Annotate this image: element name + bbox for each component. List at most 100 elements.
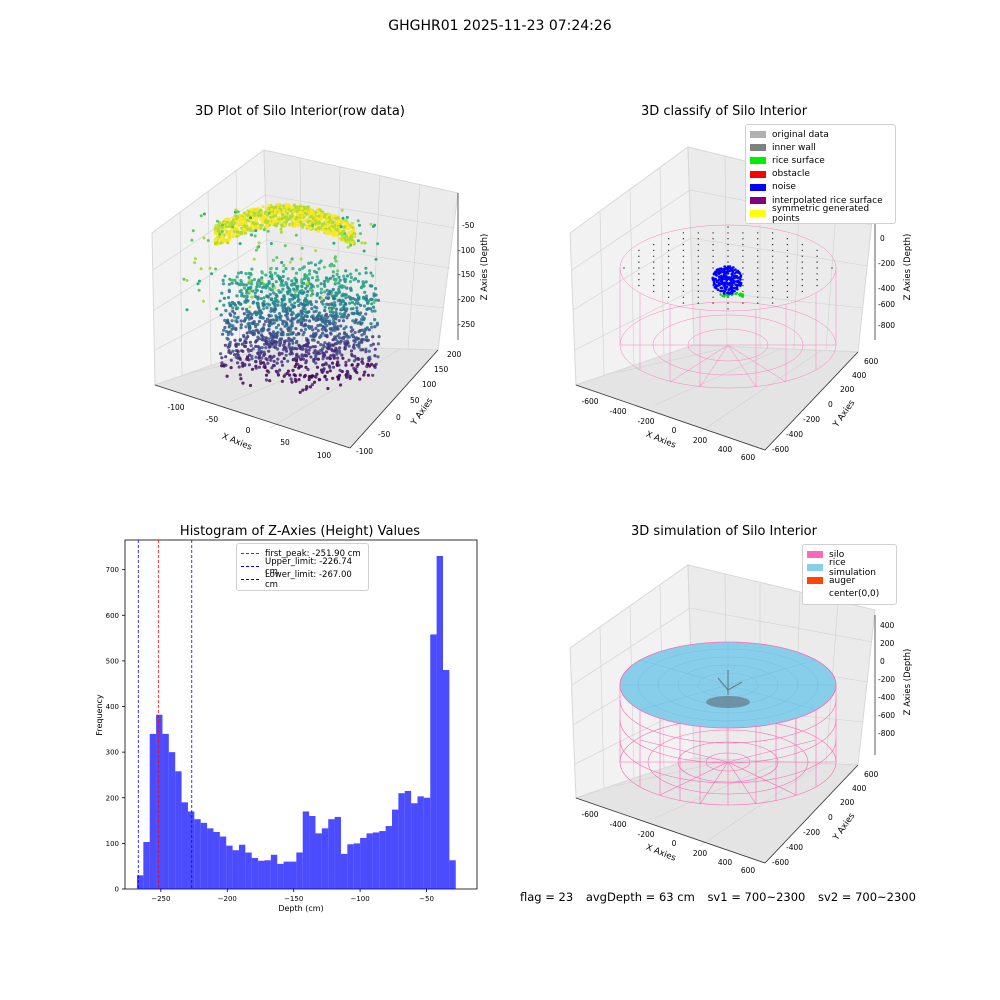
raw-point	[311, 223, 315, 227]
raw-point	[314, 326, 318, 330]
raw-point	[283, 339, 287, 343]
raw-point	[259, 208, 263, 212]
interpolated-point	[697, 284, 699, 287]
raw-point	[359, 303, 363, 307]
interpolated-point	[712, 243, 714, 246]
raw-point	[216, 229, 220, 233]
raw-point	[314, 309, 318, 313]
raw-point	[223, 318, 227, 322]
raw-point	[304, 350, 308, 354]
raw-point	[262, 228, 266, 232]
raw-point	[251, 347, 255, 351]
raw-point	[328, 365, 332, 369]
raw-point	[323, 212, 327, 217]
raw-point	[282, 298, 286, 302]
raw-point	[323, 290, 327, 294]
raw-point	[258, 284, 262, 288]
histogram-bar	[238, 844, 246, 889]
raw-point	[374, 298, 378, 302]
raw-point	[349, 325, 353, 329]
raw-point	[247, 363, 251, 367]
raw-point	[300, 246, 304, 250]
raw-point	[258, 359, 263, 363]
raw-point	[324, 350, 328, 354]
interpolated-point	[682, 302, 685, 304]
raw-point	[337, 281, 341, 285]
interpolated-point	[757, 261, 759, 263]
raw-point	[223, 325, 227, 330]
raw-point	[304, 318, 308, 322]
raw-point	[288, 260, 292, 264]
raw-3d-points	[182, 202, 381, 394]
raw-point	[344, 343, 348, 347]
raw-point	[290, 214, 294, 218]
raw-point	[229, 366, 233, 370]
legend-swatch	[241, 566, 259, 568]
raw-point	[240, 349, 244, 353]
histogram-bar	[289, 861, 297, 889]
raw-point	[255, 216, 259, 220]
raw-point	[301, 357, 306, 361]
raw-point	[328, 321, 332, 325]
raw-point	[215, 241, 219, 245]
interpolated-point	[757, 243, 759, 246]
simulation-x-tick: -400	[609, 820, 626, 829]
raw-point	[267, 345, 271, 349]
raw-point	[356, 279, 360, 283]
noise-point	[720, 289, 724, 293]
raw-point	[244, 325, 248, 329]
raw-point	[355, 306, 359, 310]
histogram-bar	[200, 822, 208, 889]
raw-point	[285, 333, 289, 337]
raw-point	[269, 213, 273, 217]
interpolated-point	[653, 243, 655, 246]
raw-point	[337, 288, 341, 292]
raw-point	[346, 372, 350, 376]
raw-point	[256, 335, 260, 339]
raw-point	[369, 343, 373, 347]
raw-point	[333, 301, 337, 305]
raw-point	[323, 224, 327, 229]
interpolated-point	[682, 249, 685, 252]
histogram-bar	[143, 842, 150, 889]
raw-point	[342, 327, 346, 331]
raw-point	[202, 236, 206, 240]
raw-point	[260, 279, 264, 283]
raw-point	[371, 335, 375, 339]
raw-point	[254, 324, 258, 329]
raw-point	[256, 351, 260, 355]
raw-point	[299, 220, 303, 224]
raw-point	[254, 360, 258, 364]
noise-point	[731, 289, 734, 292]
raw-point	[283, 324, 287, 328]
raw-point	[284, 349, 289, 353]
noise-point	[712, 281, 716, 284]
simulation-x-ticks: -600 -400 -200 0 200 400 600	[581, 810, 755, 875]
raw-point	[250, 295, 254, 299]
raw-point	[325, 288, 329, 292]
raw-point	[307, 319, 312, 323]
raw-point	[320, 297, 324, 301]
interpolated-point	[757, 249, 759, 252]
raw-point	[248, 340, 252, 344]
raw-point	[266, 229, 270, 233]
interpolated-point	[638, 249, 640, 252]
raw-point	[331, 231, 335, 235]
raw-point	[287, 287, 291, 291]
raw-point	[292, 215, 296, 219]
noise-point	[732, 269, 735, 272]
raw-point	[369, 271, 373, 275]
raw-point	[236, 349, 240, 353]
raw-point	[280, 212, 284, 217]
raw-point	[317, 214, 321, 218]
noise-point	[731, 281, 735, 284]
raw-point	[269, 358, 273, 362]
interpolated-point	[653, 267, 655, 269]
rice-surface-point	[723, 294, 726, 297]
raw-point	[254, 222, 258, 226]
raw-point	[247, 324, 251, 328]
classify-x-tick: 200	[693, 436, 708, 445]
raw-point	[305, 354, 309, 358]
raw-point	[266, 219, 270, 223]
raw-point	[321, 302, 325, 306]
